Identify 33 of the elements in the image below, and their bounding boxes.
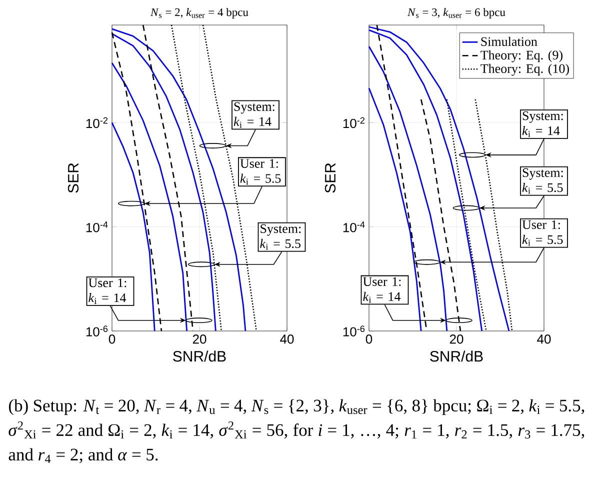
x-tick-label: 40 (537, 334, 551, 344)
x-tick-label: 20 (192, 334, 206, 344)
x-tick-label: 0 (108, 334, 116, 344)
y-tick-label: 10$^{-2}$ (343, 117, 364, 128)
x-axis-title: SNR/dB (430, 350, 483, 362)
annotation: User 1: k$_{i}$ = 14 (88, 278, 126, 304)
y-tick-label: 10$^{-6}$ (343, 326, 365, 336)
annotation: User 1: k$_{i}$ = 5.5 (522, 220, 563, 246)
text: (b) Setup: N$_{t}$ = 20, N$_{r}$ = 4, N$_{u}$ = 4, N$_{s}$ = {2, 3}, k$_{user}$ = {6, 8} bpcu; Ω$_{i}$ = 2, k$_{i}$ = 5.5, σ$^{2}$$_{Xi}$ = 22 and Ω$_{i}$ = 2, k$_{i}$ = 14, σ$^{2}$$_{Xi}$ = 56, for i = 1, …, 4; r$_{1}$ = 1, r$_{2}$ = 1.5, r$_{3}$ = 1.75, and r$_{4}$ = 2; and α = 5. (8, 399, 584, 464)
y-axis-title: SER (68, 163, 79, 193)
y-tick-label: 10$^{-6}$ (86, 326, 108, 336)
x-tick-label: 0 (366, 334, 372, 344)
legend-label: Simulation (481, 36, 538, 46)
y-tick-label: 10$^{-2}$ (86, 117, 108, 128)
annotation: User 1: k$_{i}$ = 5.5 (240, 159, 281, 185)
legend-label: Theory: Eq. (9) (480, 50, 562, 62)
annotation: System: k$_{i}$ = 14 (234, 102, 274, 128)
annotation: System: k$_{i}$ = 5.5 (522, 168, 563, 194)
y-axis-title: SER (324, 163, 336, 193)
x-axis-title: SNR/dB (173, 350, 226, 362)
line-series (111, 62, 188, 332)
y-tick-label: 10$^{-4}$ (343, 221, 365, 232)
line-series (111, 122, 156, 332)
annotation: System: k$_{i}$ = 5.5 (260, 224, 301, 250)
chart-title: N$_{s}$ = 2, k$_{user}$ = 4 bpcu (150, 8, 248, 18)
y-tick-label: 10$^{-4}$ (86, 221, 108, 232)
annotation: System: k$_{i}$ = 14 (522, 111, 563, 137)
line-series (111, 33, 216, 332)
x-tick-label: 40 (280, 334, 294, 344)
legend-label: Theory: Eq. (10) (480, 64, 569, 76)
annotation: User 1: k$_{i}$ = 14 (363, 277, 401, 303)
chart-title: N$_{s}$ = 3, k$_{user}$ = 6 bpcu (407, 8, 506, 18)
x-tick-label: 20 (450, 334, 464, 344)
